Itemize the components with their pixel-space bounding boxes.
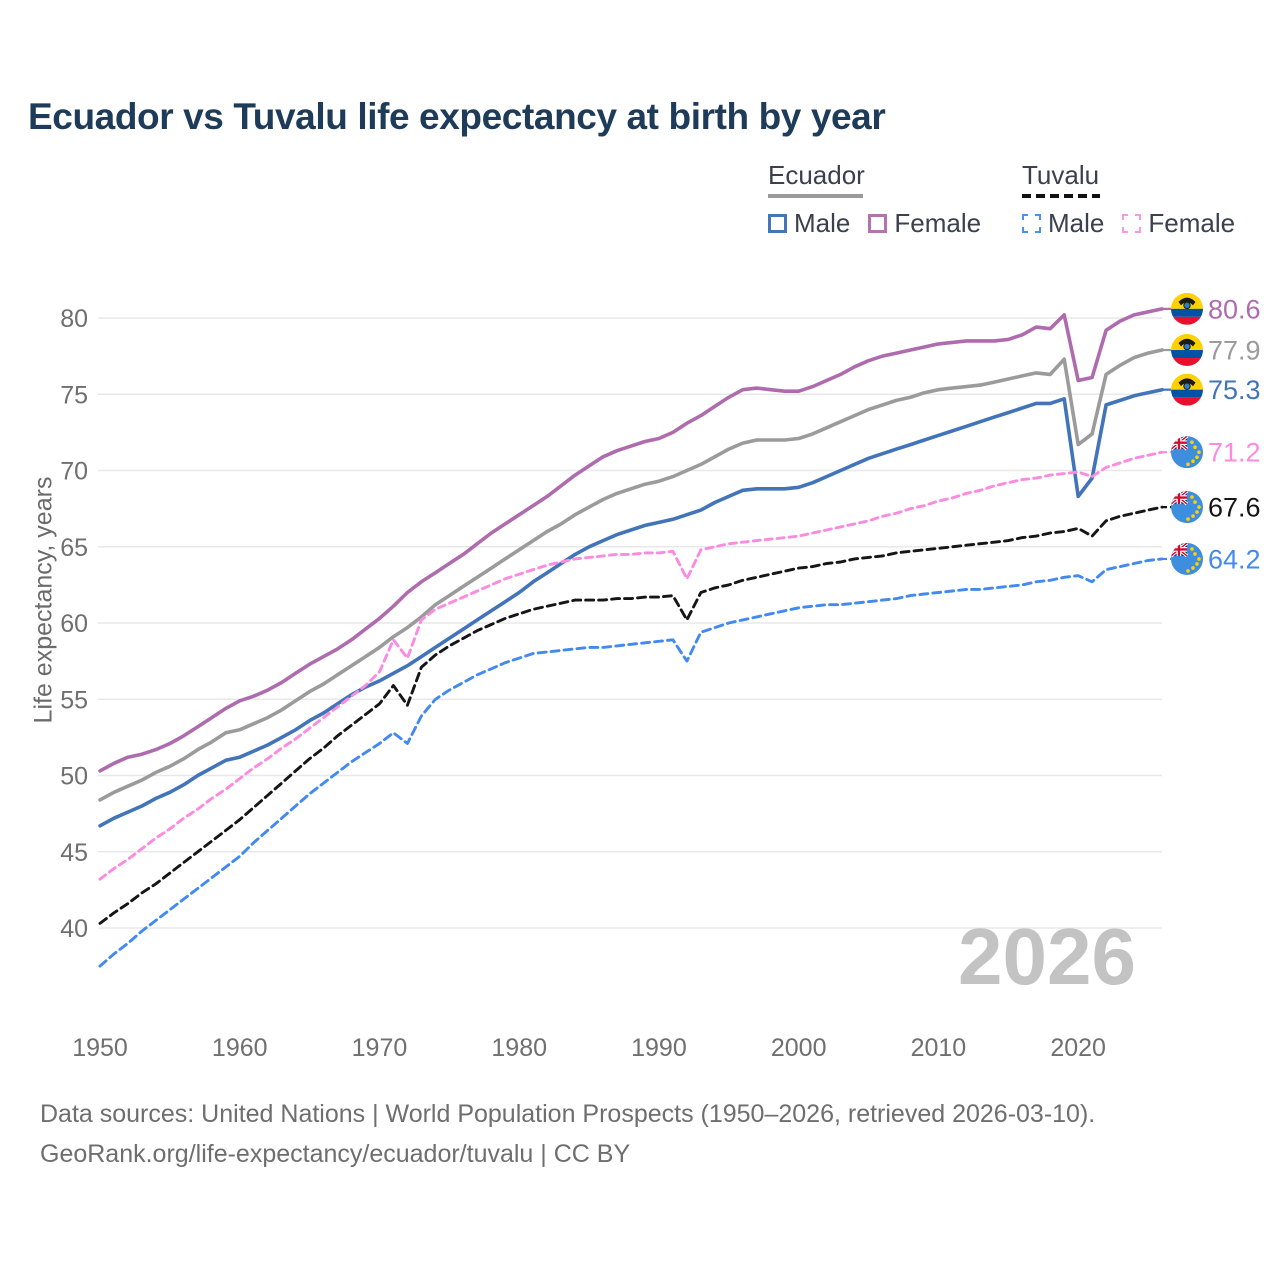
legend-ecuador-female-label: Female [894, 208, 982, 238]
ecuador-male-swatch-icon [768, 214, 787, 233]
y-axis-title: Life expectancy, years [29, 476, 58, 724]
legend-tuvalu-female: Female [1122, 208, 1235, 239]
y-tick-label-60: 60 [60, 610, 88, 638]
legend-tuvalu-label: Tuvalu [1022, 160, 1100, 190]
tuvalu-male-swatch-icon [1022, 214, 1041, 233]
chart-watermark-year: 2026 [958, 912, 1136, 1001]
legend-ecuador-female: Female [868, 208, 981, 239]
legend-group-tuvalu: Tuvalu Male Female [1022, 160, 1253, 239]
legend-ecuador-line-sample [768, 194, 863, 198]
y-tick-label-45: 45 [60, 839, 88, 867]
line-ecuador-total [98, 348, 1164, 802]
line-ecuador-female [98, 307, 1164, 773]
end-value-ecuador-female: 80.6 [1208, 294, 1261, 324]
x-tick-label-2020: 2020 [1050, 1034, 1106, 1062]
y-tick-label-65: 65 [60, 534, 88, 562]
x-tick-label-1960: 1960 [212, 1034, 268, 1062]
y-tick-label-40: 40 [60, 915, 88, 943]
footer-sources: Data sources: United Nations | World Pop… [40, 1100, 1096, 1128]
y-tick-label-50: 50 [60, 763, 88, 791]
legend-tuvalu-male: Male [1022, 208, 1104, 239]
line-tuvalu-total [98, 505, 1164, 925]
y-tick-label-70: 70 [60, 458, 88, 486]
ecuador-flag-icon [1171, 373, 1203, 406]
tuvalu-flag-icon [1171, 436, 1203, 469]
end-value-tuvalu-total: 67.6 [1208, 493, 1261, 523]
end-value-tuvalu-female: 71.2 [1208, 438, 1261, 468]
tuvalu-female-swatch-icon [1122, 214, 1142, 233]
legend: Ecuador Male Female Tuvalu Male [0, 160, 1280, 240]
x-tick-label-1950: 1950 [72, 1034, 128, 1062]
x-tick-label-1990: 1990 [631, 1034, 687, 1062]
x-tick-label-2000: 2000 [771, 1034, 827, 1062]
ecuador-female-swatch-icon [868, 214, 888, 233]
line-tuvalu-female [98, 450, 1164, 881]
legend-group-ecuador: Ecuador Male Female [768, 160, 999, 239]
line-ecuador-male [98, 387, 1164, 828]
legend-ecuador-male: Male [768, 208, 850, 239]
line-tuvalu-male [98, 557, 1164, 968]
tuvalu-flag-icon [1171, 491, 1203, 524]
end-value-ecuador-total: 77.9 [1208, 336, 1261, 366]
end-value-tuvalu-male: 64.2 [1208, 544, 1261, 574]
legend-ecuador-label: Ecuador [768, 160, 865, 190]
tuvalu-flag-icon [1171, 542, 1203, 575]
ecuador-flag-icon [1171, 292, 1203, 325]
legend-tuvalu-female-label: Female [1148, 208, 1236, 238]
legend-ecuador-male-label: Male [794, 208, 851, 238]
x-tick-label-2010: 2010 [911, 1034, 967, 1062]
end-value-ecuador-male: 75.3 [1208, 375, 1261, 405]
y-tick-label-55: 55 [60, 686, 88, 714]
legend-tuvalu-line-sample [1022, 194, 1100, 198]
legend-tuvalu-male-label: Male [1048, 208, 1105, 238]
x-tick-label-1970: 1970 [352, 1034, 408, 1062]
ecuador-flag-icon [1171, 334, 1203, 367]
y-tick-label-80: 80 [60, 305, 88, 333]
y-tick-label-75: 75 [60, 381, 88, 409]
x-tick-label-1980: 1980 [491, 1034, 547, 1062]
footer-attribution: GeoRank.org/life-expectancy/ecuador/tuva… [40, 1140, 631, 1168]
page-title: Ecuador vs Tuvalu life expectancy at bir… [28, 96, 886, 137]
